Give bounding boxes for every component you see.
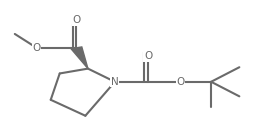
Text: O: O bbox=[72, 15, 80, 25]
Text: N: N bbox=[111, 77, 119, 87]
Text: O: O bbox=[176, 77, 184, 87]
Polygon shape bbox=[71, 47, 88, 69]
Text: O: O bbox=[33, 43, 41, 53]
Text: O: O bbox=[144, 51, 152, 61]
